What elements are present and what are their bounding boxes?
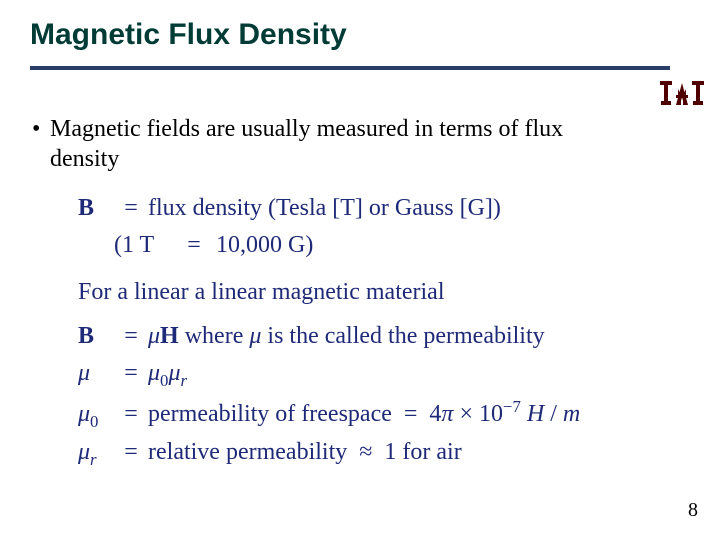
equals-sign: = [114,396,148,433]
eq-conv-lhs: (1 T [114,227,172,264]
eq-mu-decomp: μ = μ0μr [78,355,678,394]
slide: Magnetic Flux Density • Magnetic fields … [0,0,720,540]
equations-block: B = flux density (Tesla [T] or Gauss [G]… [78,190,678,473]
bullet-dot: • [32,114,40,144]
tamu-logo [658,75,706,115]
eq-b-def: B = flux density (Tesla [T] or Gauss [G]… [78,190,678,227]
eq-conv-rhs: 10,000 G) [216,227,313,264]
equals-sign: = [114,318,148,355]
eq-mur: μr = relative permeability ≈ 1 for air [78,434,678,473]
equals-sign: = [114,434,148,471]
bullet-text: • Magnetic fields are usually measured i… [50,114,630,174]
eq-mu-lhs: μ [78,360,90,386]
linear-material-text: For a linear a linear magnetic material [78,274,678,311]
eq-b-muH-rhs: μH where μ is the called the permeabilit… [148,318,545,355]
slide-title: Magnetic Flux Density [30,18,347,52]
eq-mur-rhs: relative permeability ≈ 1 for air [148,434,462,471]
eq-b-muH-tail: where μ is the called the permeability [179,323,545,349]
equals-sign: = [114,190,148,227]
equals-sign: = [172,227,216,264]
eq-mu0-rhs: permeability of freespace = 4π × 10−7 H … [148,394,580,433]
eq-mu0: μ0 = permeability of freespace = 4π × 10… [78,394,678,435]
eq-conversion: (1 T = 10,000 G) [114,227,678,264]
eq-b-muH: B = μH where μ is the called the permeab… [78,318,678,355]
eq-mu-rhs: μ0μr [148,355,187,394]
eq-b-def-rhs: flux density (Tesla [T] or Gauss [G]) [148,190,501,227]
eq-mu0-text: permeability of freespace [148,401,392,427]
eq-mur-text: relative permeability [148,439,347,465]
page-number: 8 [688,499,698,522]
eq-mur-approx: 1 for air [384,439,461,465]
equals-sign: = [114,355,148,392]
title-underline [30,66,670,70]
eq-mur-lhs: μ [78,439,90,465]
eq-b-def-lhs: B [78,195,94,221]
eq-mu0-lhs: μ [78,401,90,427]
bullet-content: Magnetic fields are usually measured in … [50,116,563,172]
eq-b-muH-lhs: B [78,323,94,349]
